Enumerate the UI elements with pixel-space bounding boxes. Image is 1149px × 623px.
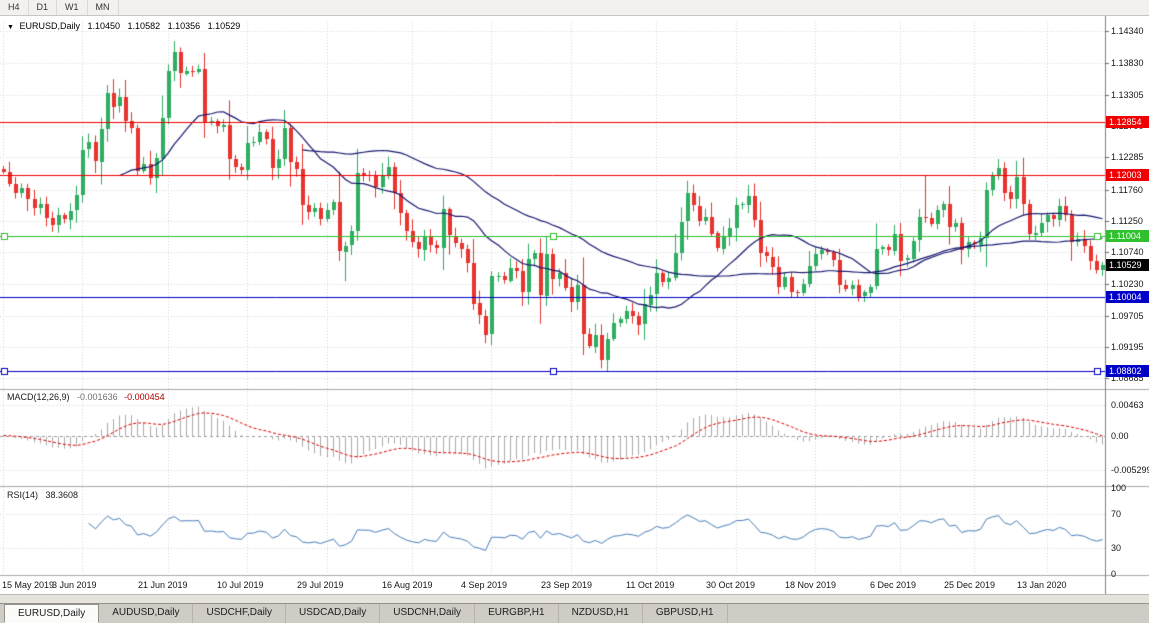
chart-dropdown-icon[interactable]: ▼ [7, 24, 14, 31]
date-label: 25 Dec 2019 [944, 580, 996, 590]
chart-tab-bar: EURUSD,Daily AUDUSD,Daily USDCHF,Daily U… [0, 603, 1149, 623]
price-tick-label: 1.11250 [1111, 215, 1143, 226]
ohlc-low: 1.10356 [167, 21, 201, 31]
rsi-axis-label: 70 [1111, 508, 1122, 519]
bottom-scroll-strip[interactable] [0, 594, 1149, 603]
chart-area: ▼ EURUSD,Daily 1.10450 1.10582 1.10356 1… [0, 16, 1149, 594]
macd-signal-value: -0.000454 [124, 392, 165, 402]
date-label: 15 May 2019 [2, 580, 55, 590]
date-label: 11 Oct 2019 [626, 580, 675, 590]
rsi-name: RSI(14) [7, 490, 39, 500]
date-label: 3 Jun 2019 [52, 580, 97, 590]
price-tick-label: 1.08685 [1111, 373, 1144, 384]
macd-axis-label: -0.005299 [1111, 465, 1149, 476]
price-tick-label: 1.13305 [1111, 89, 1144, 100]
rsi-indicator-label: RSI(14) 38.3608 [7, 490, 78, 500]
price-tick-label: 1.13830 [1111, 57, 1144, 68]
date-label: 29 Jul 2019 [297, 580, 344, 590]
level-price-label: 1.12003 [1106, 168, 1149, 181]
macd-name: MACD(12,26,9) [7, 392, 70, 402]
rsi-axis-label: 30 [1111, 543, 1122, 554]
timeframe-toolbar: H4 D1 W1 MN [0, 0, 1149, 16]
price-tick-label: 1.14340 [1111, 26, 1144, 37]
price-tick-label: 1.09705 [1111, 310, 1144, 321]
tab-eurusd-daily[interactable]: EURUSD,Daily [4, 604, 100, 623]
macd-axis-label: 0.00 [1111, 430, 1129, 441]
chart-symbol-label: EURUSD,Daily [19, 21, 80, 31]
date-label: 30 Oct 2019 [706, 580, 756, 590]
price-tick-label: 1.11760 [1111, 184, 1143, 195]
price-axis[interactable]: 1.143401.138301.133051.127901.122851.117… [1105, 16, 1149, 594]
timeframe-mn-button[interactable]: MN [88, 0, 119, 15]
chart-canvas[interactable] [0, 16, 1149, 594]
macd-main-value: -0.001636 [77, 392, 118, 402]
tab-eurgbp-h1[interactable]: EURGBP,H1 [475, 604, 559, 623]
chart-title: ▼ EURUSD,Daily 1.10450 1.10582 1.10356 1… [7, 21, 245, 31]
level-price-label: 1.11004 [1106, 230, 1149, 243]
date-label: 16 Aug 2019 [382, 580, 433, 590]
date-label: 4 Sep 2019 [461, 580, 508, 590]
timeframe-h4-button[interactable]: H4 [0, 0, 29, 15]
rsi-axis-label: 100 [1111, 483, 1127, 493]
tab-audusd-daily[interactable]: AUDUSD,Daily [99, 604, 194, 623]
level-price-label: 1.10004 [1106, 291, 1149, 304]
tab-usdcnh-daily[interactable]: USDCNH,Daily [380, 604, 476, 623]
macd-indicator-label: MACD(12,26,9) -0.001636 -0.000454 [7, 392, 165, 402]
ohlc-close: 1.10529 [207, 21, 241, 31]
tab-usdcad-daily[interactable]: USDCAD,Daily [286, 604, 381, 623]
current-price-label: 1.10529 [1106, 259, 1149, 272]
date-label: 10 Jul 2019 [217, 580, 264, 590]
price-tick-label: 1.12285 [1111, 152, 1144, 163]
ohlc-open: 1.10450 [87, 21, 121, 31]
price-tick-label: 1.10740 [1111, 247, 1144, 258]
tab-gbpusd-h1[interactable]: GBPUSD,H1 [643, 604, 728, 623]
date-label: 13 Jan 2020 [1017, 580, 1067, 590]
date-label: 23 Sep 2019 [541, 580, 593, 590]
date-label: 21 Jun 2019 [138, 580, 188, 590]
tab-usdchf-daily[interactable]: USDCHF,Daily [193, 604, 287, 623]
price-tick-label: 1.10230 [1111, 278, 1144, 289]
level-price-label: 1.08802 [1106, 365, 1149, 378]
date-axis[interactable]: 15 May 2019 3 Jun 2019 21 Jun 2019 10 Jul 2… [0, 576, 1105, 594]
macd-axis-label: 0.00463 [1111, 399, 1144, 410]
ohlc-high: 1.10582 [127, 21, 161, 31]
timeframe-d1-button[interactable]: D1 [29, 0, 58, 15]
price-tick-label: 1.09195 [1111, 342, 1144, 353]
date-label: 6 Dec 2019 [870, 580, 917, 590]
rsi-axis-label: 0 [1111, 569, 1117, 579]
timeframe-w1-button[interactable]: W1 [57, 0, 88, 15]
level-price-label: 1.12854 [1106, 116, 1149, 129]
rsi-value: 38.3608 [45, 490, 79, 500]
date-label: 18 Nov 2019 [785, 580, 837, 590]
tab-nzdusd-h1[interactable]: NZDUSD,H1 [559, 604, 643, 623]
